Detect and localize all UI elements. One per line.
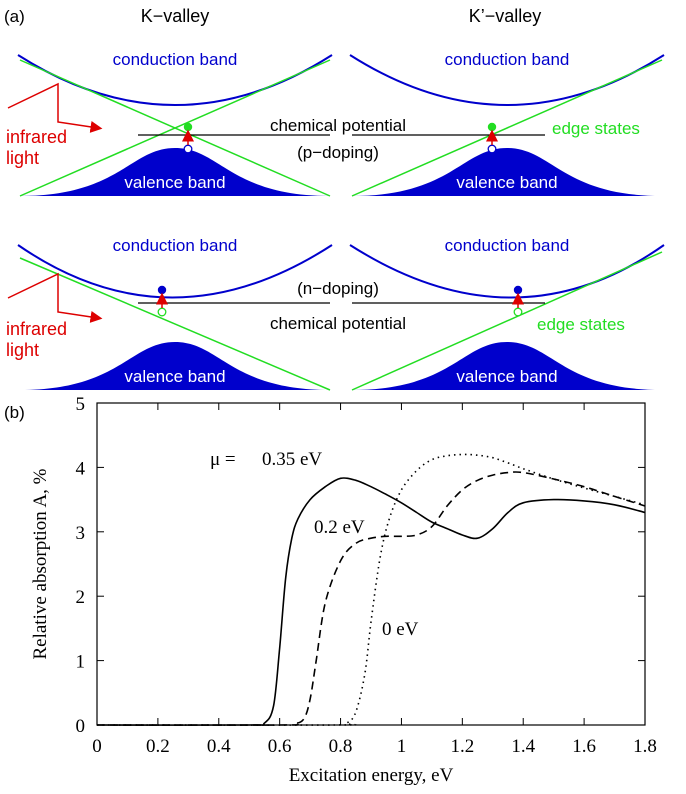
series-line-dotted [96,453,646,726]
y-tick-label: 0 [76,716,86,737]
edge-state-line [351,59,663,197]
series-label-02: 0.2 eV [314,517,365,538]
x-tick-label: 1.8 [633,736,657,757]
diagram-kprime-n-doping: conduction band valence band edge states [349,236,665,391]
conduction-band-label: conduction band [445,236,570,255]
infrared-light-arrow [7,82,103,133]
infrared-light-arrow [7,272,103,323]
electron-dot [487,122,497,132]
valence-band-shape [352,148,662,196]
valence-band-label: valence band [124,367,225,386]
hole-dot [157,307,167,317]
kprime-valley-title: K’−valley [469,6,542,26]
x-tick-label: 1 [397,736,407,757]
light-label: light [6,148,39,168]
p-doping-label: (p−doping) [297,143,379,162]
light-label: light [6,340,39,360]
y-axis-label: Relative absorption A, % [30,468,51,659]
x-tick-label: 0 [92,736,102,757]
valence-band-label: valence band [456,367,557,386]
x-tick-label: 1.2 [450,736,474,757]
valence-band-label: valence band [456,173,557,192]
x-tick-label: 0.8 [329,736,353,757]
electron-dot [183,122,193,132]
x-tick-label: 1.6 [572,736,596,757]
y-tick-label: 3 [76,523,86,544]
series-line-dashed [96,471,646,726]
x-axis: 0 0.2 0.4 0.6 0.8 1 1.2 1.4 1.6 1.8 [92,403,657,757]
hole-dot [487,144,497,154]
valence-band-shape [20,342,330,390]
infrared-label: infrared [6,319,67,339]
plot-series [96,453,646,726]
infrared-label: infrared [6,127,67,147]
edge-states-label: edge states [552,119,640,138]
diagram-k-p-doping: conduction band valence band infrared li… [6,50,333,197]
series-line-solid [96,477,646,726]
x-tick-label: 1.4 [511,736,535,757]
conduction-band-label: conduction band [113,50,238,69]
x-tick-label: 0.2 [146,736,170,757]
n-doping-label: (n−doping) [297,279,379,298]
panel-b-label: (b) [4,403,25,422]
hole-dot [513,307,523,317]
panel-a: (a) K−valley K’−valley conduction band v… [4,6,665,391]
series-label-035: 0.35 eV [262,449,322,470]
conduction-band-label: conduction band [113,236,238,255]
chemical-potential-label: chemical potential [270,116,406,135]
panel-a-label: (a) [4,7,25,26]
hole-dot [183,144,193,154]
y-tick-label: 4 [76,458,86,479]
panel-b: (b) 0 0.2 0.4 0.6 0.8 1 1.2 1.4 1.6 1.8 0 1 2 3 4 5 Ex… [4,394,657,786]
series-label-0: 0 eV [382,619,419,640]
mu-symbol-label: μ = [210,449,236,470]
electron-dot [157,285,167,295]
edge-state-line [19,59,331,197]
y-tick-label: 1 [76,652,86,673]
electron-dot [513,285,523,295]
edge-state-line [19,257,331,391]
x-axis-label: Excitation energy, eV [289,765,454,786]
x-tick-label: 0.4 [207,736,231,757]
conduction-band-curve [17,244,333,299]
chemical-potential-label: chemical potential [270,314,406,333]
y-tick-label: 2 [76,587,86,608]
diagram-kprime-p-doping: conduction band valence band edge states [349,50,665,197]
edge-states-label: edge states [537,315,625,334]
y-axis: 0 1 2 3 4 5 [76,394,645,737]
x-tick-label: 0.6 [268,736,292,757]
valence-band-shape [352,342,662,390]
diagram-k-n-doping: conduction band valence band infrared li… [6,236,333,391]
valence-band-shape [20,148,330,196]
plot-frame [96,402,646,726]
k-valley-title: K−valley [141,6,210,26]
edge-state-line [351,251,663,391]
valence-band-label: valence band [124,173,225,192]
y-tick-label: 5 [76,394,86,415]
conduction-band-label: conduction band [445,50,570,69]
